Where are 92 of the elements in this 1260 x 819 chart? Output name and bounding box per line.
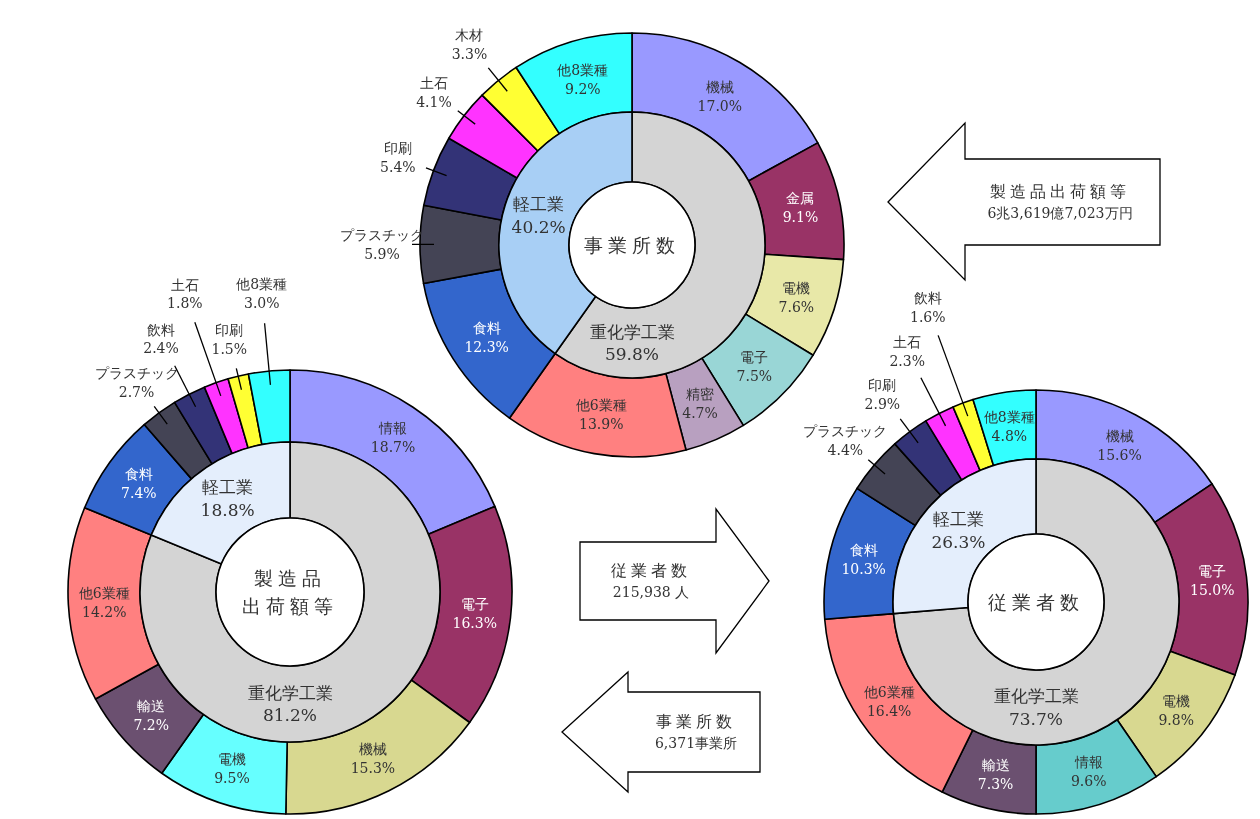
slice-label: 他8業種 xyxy=(236,275,288,292)
slice-label: 飲料 xyxy=(147,321,176,338)
slice-label: 軽工業 xyxy=(513,193,565,214)
slice-label: 土石 xyxy=(893,333,922,350)
slice-label: 印刷 xyxy=(868,377,897,394)
slice-label: 電子 xyxy=(1198,563,1227,580)
slice-label: 土石 xyxy=(170,276,199,293)
slice-label: 情報 xyxy=(1073,754,1103,771)
data-label: 4.4% xyxy=(827,441,864,458)
data-label: 18.8% xyxy=(200,500,255,521)
slice-label: 重化学工業 xyxy=(993,686,1079,707)
data-label: 40.2% xyxy=(511,216,566,237)
text: 事業所数 xyxy=(656,711,736,731)
slice-label: 食料 xyxy=(472,320,501,337)
data-label: 9.2% xyxy=(565,81,601,98)
slice-label: 精密 xyxy=(686,386,715,403)
data-label: 16.3% xyxy=(452,615,497,632)
data-label: 1.8% xyxy=(167,295,203,312)
data-label: 15.3% xyxy=(350,759,396,776)
text: 6,371事業所 xyxy=(654,735,738,751)
slice-label: 飲料 xyxy=(913,289,942,306)
slice-label: 軽工業 xyxy=(202,477,254,498)
slice-label: 重化学工業 xyxy=(247,682,333,703)
data-label: 18.7% xyxy=(370,438,416,455)
data-label: 7.3% xyxy=(977,776,1014,793)
data-label: 9.5% xyxy=(214,770,250,787)
data-label: 3.0% xyxy=(243,294,280,311)
slice-label: 木材 xyxy=(455,27,484,44)
slice-label: 電子 xyxy=(460,596,489,613)
slice-label: プラスチック xyxy=(94,364,179,381)
text: 製造品出荷額等 xyxy=(242,567,338,617)
data-label: 2.3% xyxy=(889,352,925,369)
data-label: 14.2% xyxy=(82,603,127,620)
slice-label: 軽工業 xyxy=(932,509,984,530)
slice-label: 印刷 xyxy=(383,139,412,156)
data-label: 7.6% xyxy=(778,298,815,315)
data-label: 9.1% xyxy=(782,209,819,226)
data-label: 15.6% xyxy=(1097,446,1142,463)
data-label: 3.3% xyxy=(451,46,488,63)
slice-label: 機械 xyxy=(358,741,387,758)
data-label: 16.4% xyxy=(866,703,912,720)
data-label: 7.4% xyxy=(121,485,157,502)
text: 製造品出荷額等 xyxy=(990,181,1130,201)
slice-label: 金属 xyxy=(786,190,815,207)
text: 従業者数 xyxy=(988,591,1084,613)
data-label: 5.4% xyxy=(380,158,416,175)
slice-label: 電機 xyxy=(1162,693,1191,710)
slice-label: 電子 xyxy=(740,349,769,366)
slice-label: 土石 xyxy=(419,74,448,91)
slice-label: 輸送 xyxy=(137,698,166,715)
data-label: 9.8% xyxy=(1158,712,1195,729)
data-label: 2.7% xyxy=(118,383,155,400)
data-label: 10.3% xyxy=(841,560,886,577)
text: 215,938 人 xyxy=(612,584,690,600)
data-label: 7.2% xyxy=(133,717,170,734)
slice-label: 輸送 xyxy=(981,757,1010,774)
slice-label: 他8業種 xyxy=(983,409,1035,426)
slice-label: 印刷 xyxy=(215,321,244,338)
slice-label: 重化学工業 xyxy=(589,321,675,342)
slice-label: 他6業種 xyxy=(575,397,627,414)
data-label: 59.8% xyxy=(604,344,660,365)
data-label: 15.0% xyxy=(1189,582,1235,599)
data-label: 26.3% xyxy=(931,531,986,552)
slice-label: 食料 xyxy=(849,542,878,559)
slice-label: 電機 xyxy=(782,279,811,296)
data-label: 12.3% xyxy=(464,339,509,356)
slice-label: 機械 xyxy=(1105,427,1134,444)
slice-label: 他6業種 xyxy=(78,585,130,602)
data-label: 4.8% xyxy=(991,427,1028,444)
data-label: 81.2% xyxy=(262,705,318,726)
text: 従業者数 xyxy=(611,560,691,580)
data-label: 17.0% xyxy=(697,97,743,114)
data-label: 2.4% xyxy=(143,340,179,357)
slice-label: 電機 xyxy=(217,751,246,768)
data-label: 5.9% xyxy=(364,245,400,262)
data-label: 13.9% xyxy=(579,416,624,433)
data-label: 1.6% xyxy=(909,308,946,325)
slice-label: 食料 xyxy=(124,466,153,483)
data-label: 4.7% xyxy=(682,404,718,421)
data-label: 73.7% xyxy=(1008,708,1064,729)
data-label: 2.9% xyxy=(864,396,901,413)
slice-label: 機械 xyxy=(705,79,734,96)
data-label: 1.5% xyxy=(211,340,248,357)
text: 事業所数 xyxy=(584,234,680,256)
text: 6兆3,619億7,023万円 xyxy=(987,205,1133,221)
slice-label: プラスチック xyxy=(803,422,888,439)
data-label: 9.6% xyxy=(1070,772,1107,789)
slice-label: 情報 xyxy=(378,419,408,436)
data-label: 7.5% xyxy=(736,368,773,385)
slice-label: 他8業種 xyxy=(557,62,609,79)
slice-label: 他6業種 xyxy=(863,684,915,701)
data-label: 4.1% xyxy=(416,93,452,110)
